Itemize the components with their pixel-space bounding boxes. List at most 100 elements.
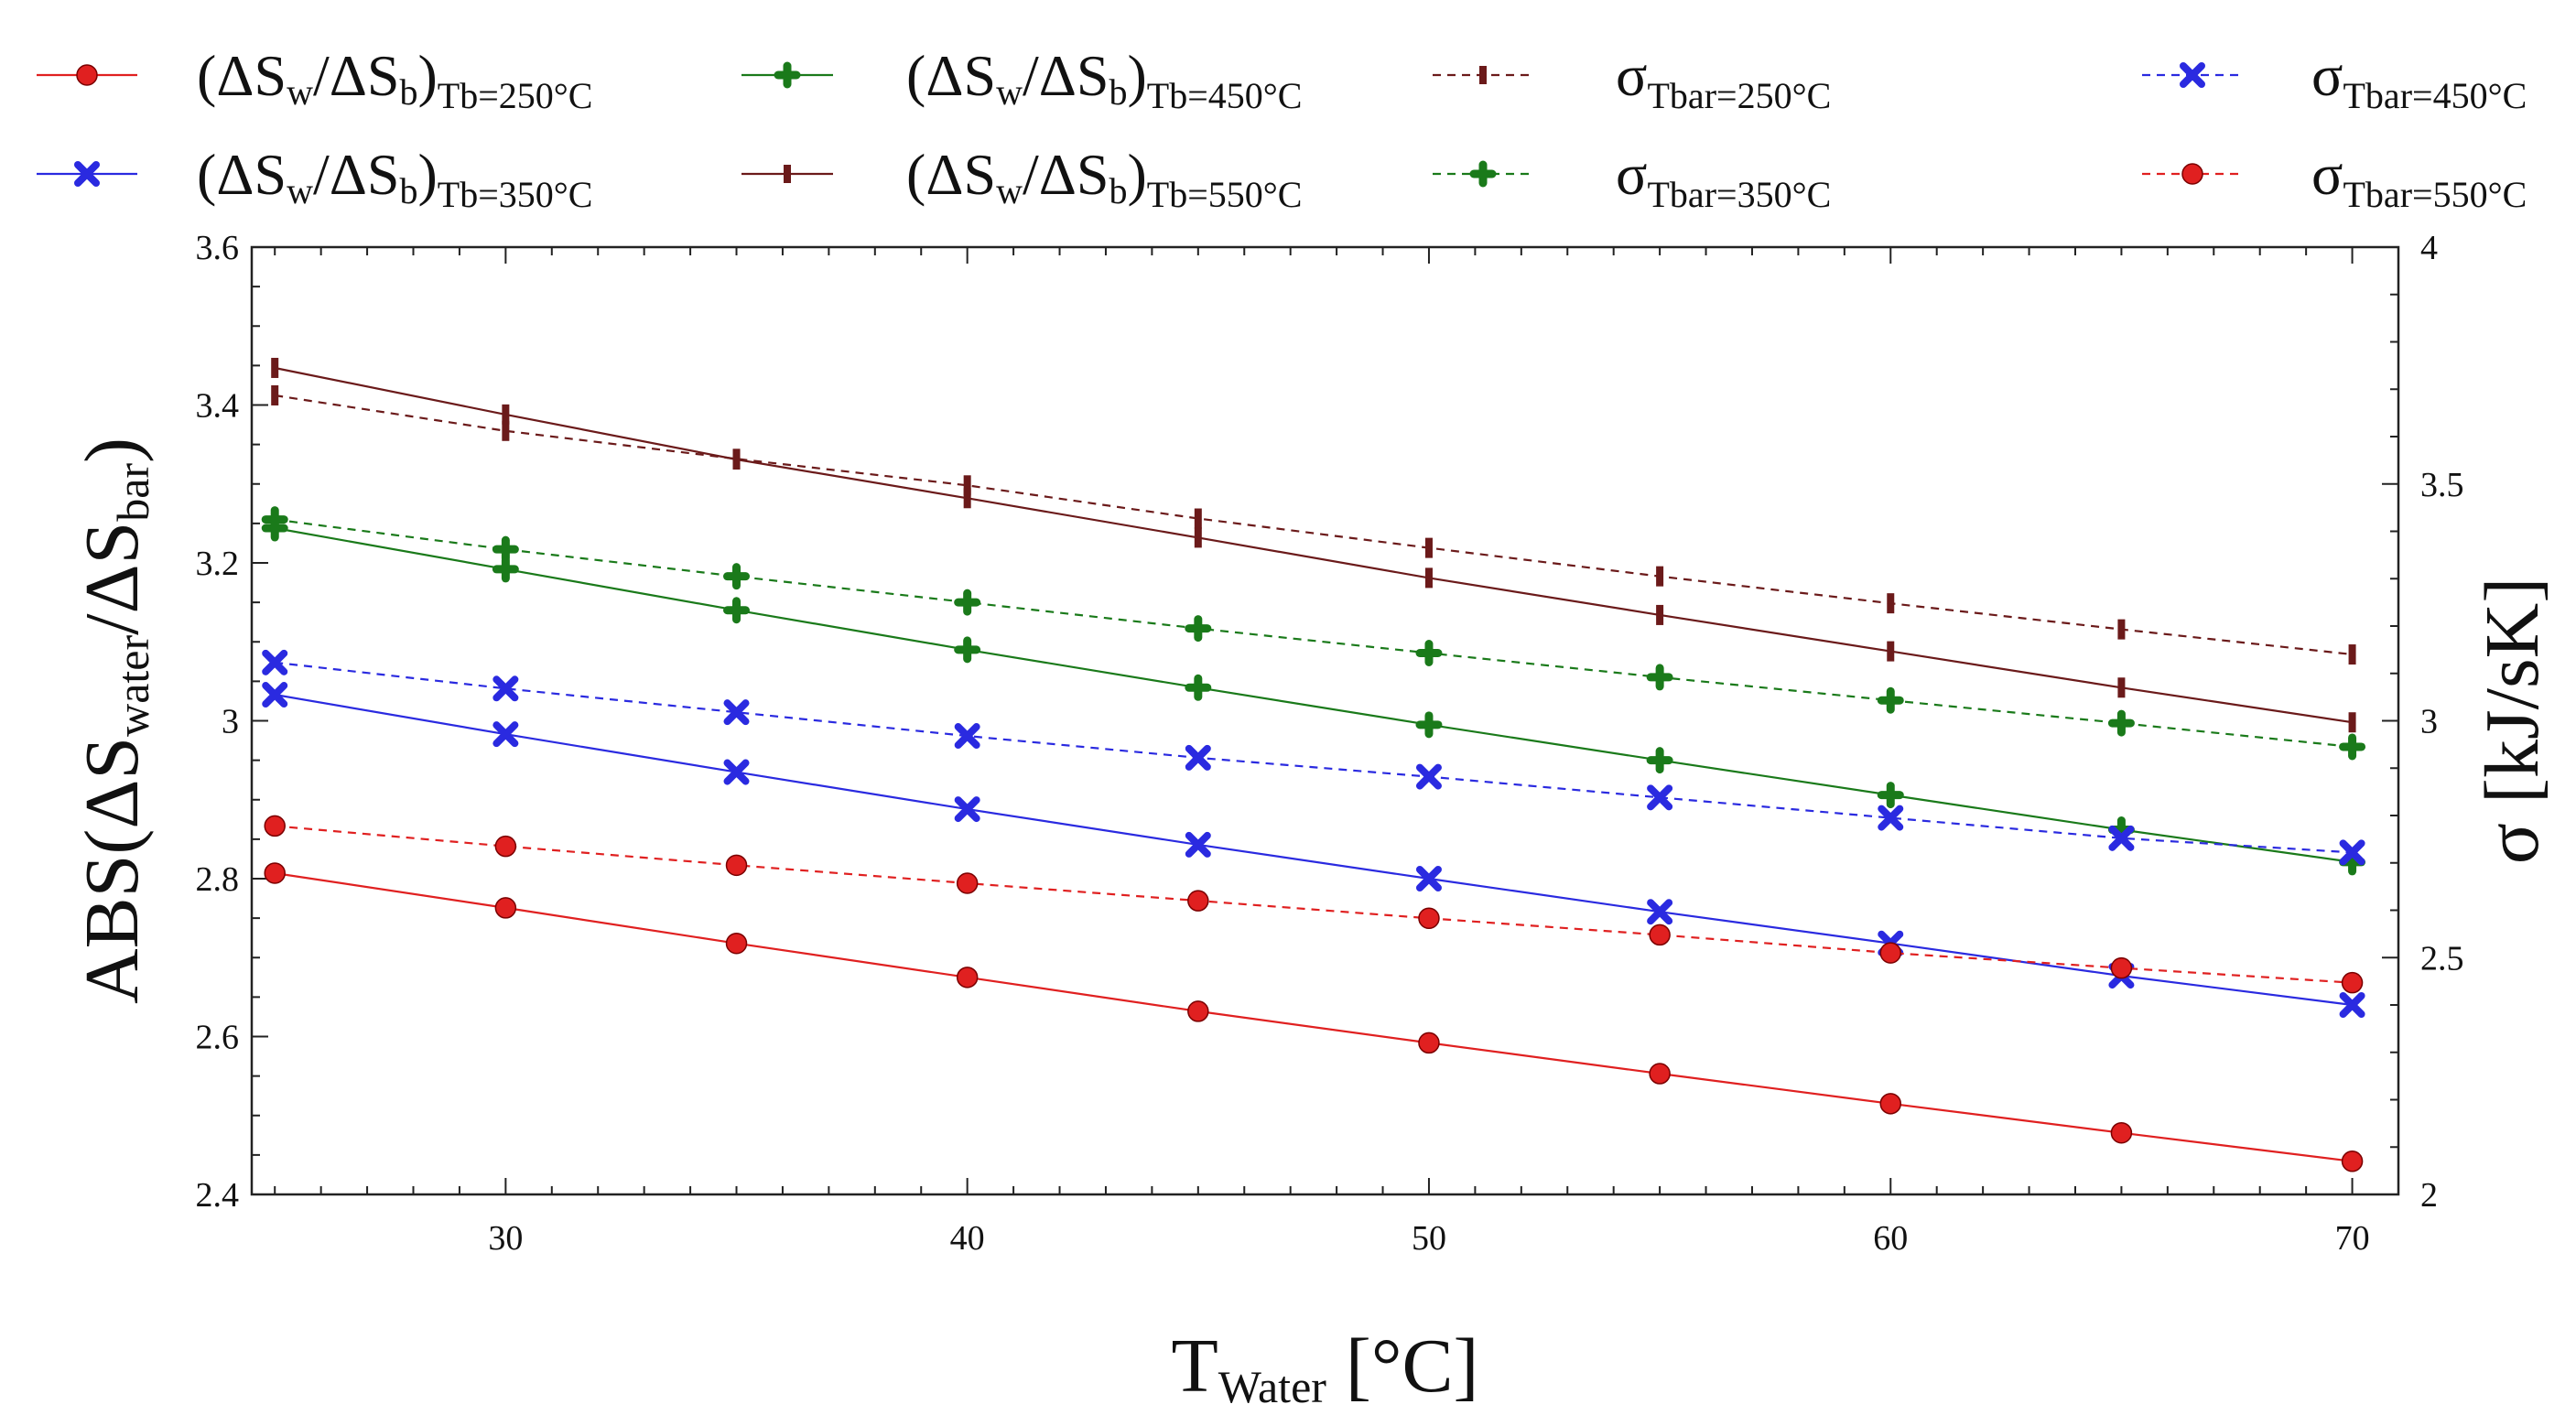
data-point xyxy=(1879,1093,1902,1115)
data-point xyxy=(1656,604,1664,625)
series-7 xyxy=(262,649,2365,866)
data-point xyxy=(2117,677,2126,698)
data-point xyxy=(2339,733,2366,761)
data-point xyxy=(954,723,980,750)
legend-label-part: w xyxy=(996,71,1023,113)
data-point xyxy=(1194,527,1202,548)
y-left-tick-label: 3 xyxy=(222,703,239,741)
data-point xyxy=(725,854,748,877)
legend-label-part: b xyxy=(1109,71,1127,113)
y-left-tick-label: 3.4 xyxy=(196,387,240,426)
y-left-tick-label: 3.2 xyxy=(196,545,240,583)
data-point xyxy=(2339,839,2365,866)
data-point xyxy=(2110,1121,2133,1144)
axis-ticks: 30 40 50 60 70 2.4 2.6 2.8 3 3.2 3.4 3.6 2 2.5 3 3.5 4 xyxy=(196,229,2464,1258)
legend-label-part: Tb=350°C xyxy=(438,174,593,215)
series-5 xyxy=(271,384,2356,665)
marker-stroke xyxy=(2339,839,2365,866)
data-point xyxy=(2339,992,2365,1018)
y-right-tick-label: 3 xyxy=(2420,703,2438,741)
legend-label-part: Tbar=350°C xyxy=(1648,174,1832,215)
legend-label-part: b xyxy=(399,71,417,113)
data-point xyxy=(1656,566,1664,587)
y-left-title-sub1: water xyxy=(107,635,158,737)
legend-label-part: σ xyxy=(2311,43,2343,108)
data-point xyxy=(1185,674,1212,701)
y-right-axis-title: σ [kJ/sK] xyxy=(2470,578,2555,865)
data-point xyxy=(1649,924,1671,946)
y-left-title-post: ) xyxy=(70,438,155,463)
series-line xyxy=(275,825,2353,984)
data-point xyxy=(723,699,750,726)
marker-stroke xyxy=(723,759,750,785)
legend-label: σTbar=350°C xyxy=(1616,142,1831,215)
x-axis-title: TWater [°C] xyxy=(1171,1323,1478,1412)
data-point xyxy=(2107,709,2135,737)
legend-item-1: (ΔSw/ΔSb)Tb=250°C xyxy=(37,43,592,116)
y-right-tick-label: 4 xyxy=(2420,229,2438,267)
data-point xyxy=(2108,825,2135,851)
legend-label: (ΔSw/ΔSb)Tb=450°C xyxy=(906,43,1302,116)
x-axis-title-sub: Water xyxy=(1218,1361,1326,1412)
data-point xyxy=(502,404,510,425)
legend-label-part: ) xyxy=(1127,142,1146,207)
data-point xyxy=(1879,942,1902,964)
data-point xyxy=(723,759,750,785)
data-point xyxy=(1877,782,1904,809)
data-point xyxy=(1415,763,1442,790)
data-point xyxy=(1647,899,1673,925)
marker-stroke xyxy=(1185,831,1211,858)
legend-label-part: w xyxy=(996,170,1023,211)
series-line xyxy=(275,871,2353,1162)
y-left-title-pre: ABS(ΔS xyxy=(70,737,155,1004)
data-point xyxy=(956,967,979,988)
series-line xyxy=(275,526,2353,863)
legend-marker xyxy=(74,161,100,187)
data-point xyxy=(271,357,279,378)
data-point xyxy=(1647,784,1673,811)
legend-label: σTbar=250°C xyxy=(1616,43,1831,116)
marker-stroke xyxy=(723,699,750,726)
data-point xyxy=(963,488,971,509)
legend-marker xyxy=(1469,160,1497,188)
marker-stroke xyxy=(492,675,519,702)
series-6 xyxy=(261,506,2366,761)
data-point xyxy=(954,636,981,664)
legend-label-part: Tb=450°C xyxy=(1147,75,1303,116)
marker-stroke xyxy=(1415,763,1442,790)
data-point xyxy=(725,932,748,955)
marker-stroke xyxy=(1647,784,1673,811)
data-point xyxy=(2341,971,2364,994)
legend-label: σTbar=450°C xyxy=(2311,43,2527,116)
data-point xyxy=(492,535,519,563)
data-point xyxy=(494,835,517,858)
legend-item-5: σTbar=250°C xyxy=(1433,43,1831,116)
y-left-title-mid: /ΔS xyxy=(70,522,155,635)
data-point xyxy=(1185,831,1211,858)
legend-label-part: ) xyxy=(417,43,437,108)
data-point xyxy=(1185,744,1211,771)
y-left-tick-label: 2.4 xyxy=(196,1176,240,1215)
legend-label-part: (ΔS xyxy=(906,43,996,108)
legend-item-4: (ΔSw/ΔSb)Tb=550°C xyxy=(741,142,1302,215)
data-point xyxy=(2341,1151,2364,1172)
marker-stroke xyxy=(2180,62,2205,88)
x-tick-label: 60 xyxy=(1873,1219,1908,1258)
series-line xyxy=(274,366,2353,724)
data-point xyxy=(494,897,517,919)
marker-stroke xyxy=(262,682,288,708)
legend-label-part: b xyxy=(1109,170,1127,211)
y-left-tick-label: 3.6 xyxy=(196,229,240,267)
legend-marker xyxy=(76,64,98,86)
legend-label-part: Tbar=550°C xyxy=(2343,174,2527,215)
legend-label: (ΔSw/ΔSb)Tb=350°C xyxy=(197,142,592,215)
series-line xyxy=(275,394,2353,656)
data-point xyxy=(1187,1000,1209,1022)
data-point xyxy=(1649,1063,1671,1085)
legend-marker xyxy=(2180,62,2205,88)
data-point xyxy=(264,862,286,884)
legend-marker xyxy=(1479,66,1487,84)
legend-label-part: /ΔS xyxy=(313,142,400,207)
legend-label-part: Tb=550°C xyxy=(1147,174,1303,215)
y-left-tick-label: 2.6 xyxy=(196,1019,240,1057)
